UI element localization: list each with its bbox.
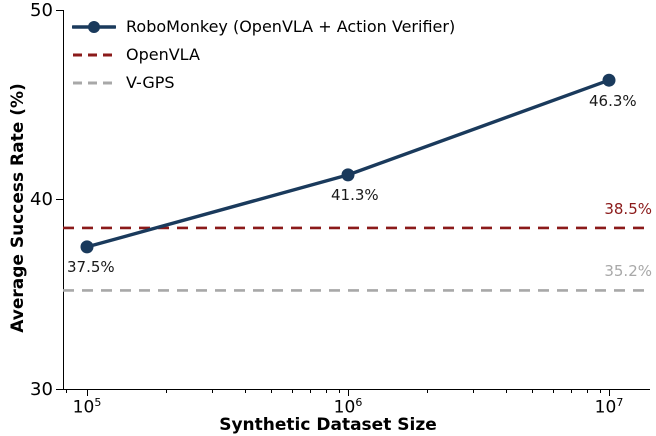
- x-tick-minor: [473, 389, 474, 393]
- annotation-point-41-3: 41.3%: [331, 186, 379, 204]
- x-axis-title: Synthetic Dataset Size: [219, 415, 437, 435]
- x-tick-minor: [553, 389, 554, 393]
- y-axis-title: Average Success Rate (%): [8, 83, 28, 333]
- x-tick-minor: [271, 389, 272, 393]
- x-tick-base: 10: [594, 397, 617, 418]
- y-tick-label-50: 50: [30, 0, 53, 21]
- x-tick-1e7: [609, 389, 610, 396]
- x-tick-label-1e6: 106: [334, 396, 363, 418]
- x-tick-label-1e5: 105: [73, 396, 102, 418]
- x-tick-minor: [326, 389, 327, 393]
- x-axis-spine: [63, 389, 650, 390]
- x-tick-minor: [571, 389, 572, 393]
- x-tick-minor: [600, 389, 601, 393]
- legend-swatch-openvla: [73, 53, 115, 57]
- robomonkey-line: [85, 78, 611, 249]
- x-tick-minor: [339, 389, 340, 393]
- legend-item-vgps: V-GPS: [72, 72, 455, 94]
- x-tick-minor: [587, 389, 588, 393]
- annotation-vgps-35-2: 35.2%: [604, 262, 652, 280]
- legend-item-robomonkey: RoboMonkey (OpenVLA + Action Verifier): [72, 16, 455, 38]
- x-tick-1e5: [87, 389, 88, 396]
- legend-swatch-vgps: [73, 81, 115, 85]
- annotation-point-37-5: 37.5%: [67, 258, 115, 276]
- x-tick-exp: 5: [94, 396, 102, 409]
- x-tick-exp: 6: [355, 396, 363, 409]
- legend-item-openvla: OpenVLA: [72, 44, 455, 66]
- legend-label-robomonkey: RoboMonkey (OpenVLA + Action Verifier): [126, 17, 456, 36]
- annotation-openvla-38-5: 38.5%: [604, 200, 652, 218]
- y-tick-label-40: 40: [30, 189, 53, 210]
- x-tick-base: 10: [333, 397, 356, 418]
- x-tick-minor: [166, 389, 167, 393]
- x-tick-minor: [506, 389, 507, 393]
- y-tick-30: [56, 389, 63, 390]
- x-tick-1e6: [348, 389, 349, 396]
- legend-label-openvla: OpenVLA: [126, 45, 200, 64]
- x-tick-label-1e7: 107: [595, 396, 624, 418]
- chart-legend: RoboMonkey (OpenVLA + Action Verifier) O…: [72, 16, 455, 94]
- robomonkey-marker: [341, 168, 355, 182]
- x-tick-minor: [212, 389, 213, 393]
- robomonkey-marker: [80, 240, 94, 254]
- x-tick-minor: [427, 389, 428, 393]
- x-tick-minor: [532, 389, 533, 393]
- robomonkey-marker: [602, 73, 616, 87]
- annotation-point-46-3: 46.3%: [589, 92, 637, 110]
- y-axis-spine: [63, 10, 64, 389]
- x-tick-exp: 7: [616, 396, 624, 409]
- y-tick-40: [56, 199, 63, 200]
- x-tick-minor: [66, 389, 67, 393]
- y-tick-label-30: 30: [30, 379, 53, 400]
- legend-swatch-robomonkey: [72, 21, 116, 33]
- x-tick-minor: [310, 389, 311, 393]
- y-tick-50: [56, 10, 63, 11]
- legend-label-vgps: V-GPS: [126, 73, 175, 92]
- x-tick-minor: [245, 389, 246, 393]
- x-tick-minor: [292, 389, 293, 393]
- x-tick-base: 10: [72, 397, 95, 418]
